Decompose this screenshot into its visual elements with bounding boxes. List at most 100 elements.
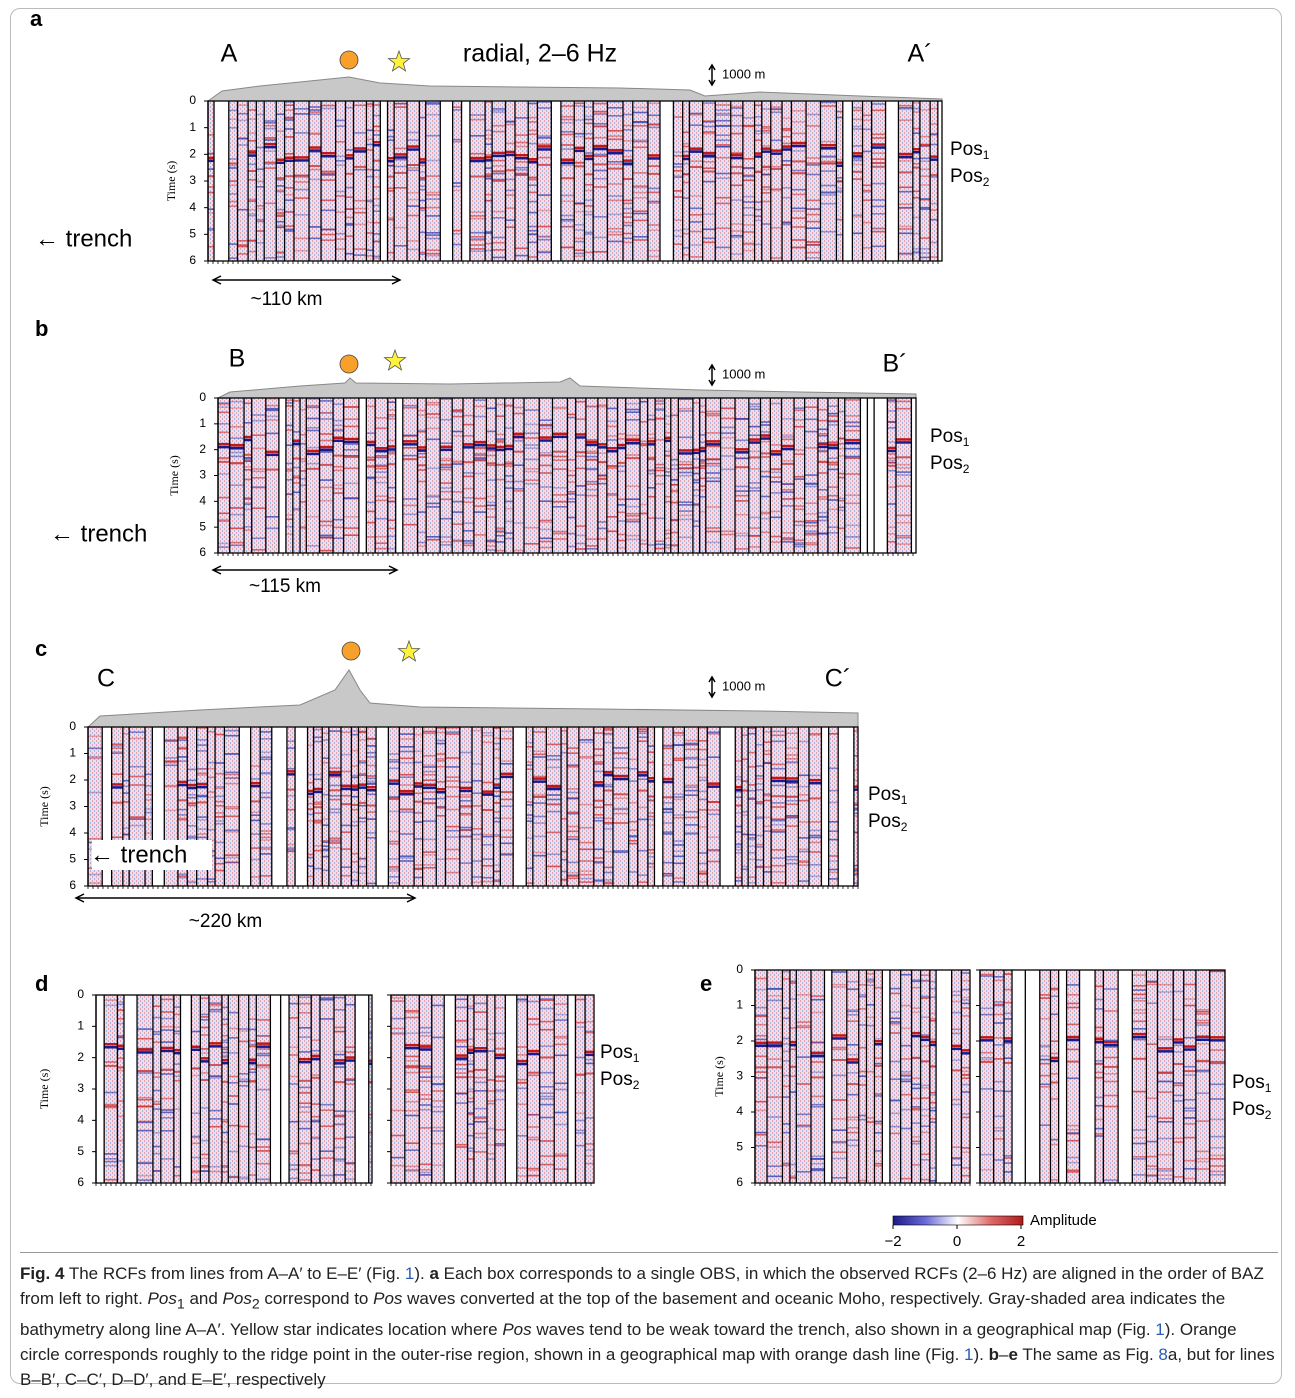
rcf-wiggle (594, 861, 604, 863)
rcf-wiggle (453, 109, 462, 111)
rcf-wiggle (755, 1132, 767, 1134)
rcf-wiggle (584, 106, 593, 108)
pos-arrival (505, 463, 513, 465)
rcf-wiggle (506, 190, 515, 192)
pos-arrival (613, 793, 629, 795)
rcf-wiggle (399, 784, 414, 786)
rcf-wiggle (432, 1100, 444, 1102)
rcf-wiggle (452, 435, 463, 437)
rcf-wiggle (285, 225, 294, 227)
rcf-wiggle (684, 817, 698, 819)
rcf-wiggle (354, 212, 367, 214)
rcf-traces (604, 727, 613, 886)
rcf-wiggle (796, 1025, 811, 1027)
rcf-wiggle (665, 423, 671, 425)
rcf-wiggle (367, 818, 377, 820)
rcf-wiggle (715, 104, 730, 106)
pos-arrival (329, 774, 341, 777)
rcf-traces (289, 995, 298, 1183)
rcf-wiggle (526, 882, 533, 884)
rcf-wiggle (500, 854, 513, 856)
rcf-wiggle (684, 811, 698, 813)
rcf-wiggle (921, 1115, 930, 1117)
pos-arrival (809, 782, 821, 785)
rcf-wiggle (579, 849, 594, 851)
rcf-wiggle (689, 221, 702, 223)
rcf-wiggle (423, 774, 437, 776)
y-tick-label: 3 (69, 799, 76, 813)
rcf-wiggle (887, 421, 896, 423)
rcf-wiggle (515, 117, 528, 119)
rcf-wiggle (684, 743, 698, 745)
rcf-traces (872, 101, 886, 261)
rcf-wiggle (367, 794, 377, 796)
pos-arrival (329, 789, 341, 791)
pos-name: Pos (950, 166, 983, 187)
pos-arrival (811, 1052, 824, 1055)
rcf-wiggle (866, 1025, 874, 1027)
rcf-wiggle (818, 520, 828, 522)
rcf-wiggle (743, 214, 755, 216)
rcf-wiggle (604, 879, 613, 881)
pos-arrival (663, 796, 673, 798)
rcf-wiggle (665, 471, 671, 473)
rcf-wiggle (561, 131, 574, 133)
rcf-wiggle (743, 250, 755, 252)
pos-arrival (436, 788, 445, 791)
rcf-wiggle (626, 506, 640, 508)
rcf-wiggle (405, 1032, 419, 1034)
rcf-wiggle (594, 763, 604, 765)
rcf-traces (474, 995, 487, 1183)
rcf-wiggle (921, 974, 930, 976)
rcf-wiggle (828, 413, 838, 415)
rcf-wiggle (470, 211, 485, 213)
pos-arrival (230, 462, 244, 464)
rcf-wiggle (706, 527, 721, 529)
rcf-wiggle (715, 120, 730, 122)
rcf-wiggle (230, 426, 244, 428)
rcf-wiggle (486, 479, 496, 481)
rcf-wiggle (735, 877, 742, 879)
rcf-wiggle (207, 878, 215, 880)
rcf-wiggle (399, 758, 414, 760)
pos-arrival (367, 789, 377, 792)
rcf-wiggle (391, 1165, 405, 1167)
rcf-wiggle (872, 228, 886, 230)
rcf-wiggle (311, 1050, 320, 1052)
rcf-wiggle (388, 831, 399, 833)
rcf-wiggle (419, 1065, 431, 1067)
rcf-wiggle (604, 729, 613, 731)
rcf-wiggle (229, 201, 238, 203)
rcf-wiggle (251, 814, 261, 816)
rcf-wiggle (561, 122, 574, 124)
rcf-wiggle (890, 988, 901, 990)
rcf-wiggle (640, 421, 648, 423)
pos-arrival (256, 1045, 270, 1048)
pos-arrival (341, 803, 351, 805)
rcf-wiggle (474, 416, 487, 418)
rcf-wiggle (584, 211, 593, 213)
rcf-wiggle (887, 460, 896, 462)
rcf-wiggle (524, 527, 539, 529)
rcf-wiggle (771, 764, 786, 766)
rcf-wiggle (540, 1155, 555, 1157)
rcf-wiggle (626, 515, 640, 517)
rcf-wiggle (526, 814, 533, 816)
rcf-traces (648, 727, 655, 886)
rcf-wiggle (252, 471, 266, 473)
rcf-wiggle (567, 417, 575, 419)
rcf-wiggle (341, 848, 351, 850)
rcf-wiggle (887, 457, 896, 459)
pos-arrival (663, 781, 673, 784)
pos-arrival (528, 161, 537, 164)
rcf-wiggle (333, 519, 344, 521)
rcf-wiggle (528, 226, 537, 228)
rcf-traces (527, 995, 539, 1183)
rcf-traces (806, 101, 820, 261)
rcf-wiggle (764, 871, 772, 873)
rcf-wiggle (394, 227, 407, 229)
rcf-wiggle (567, 481, 575, 483)
rcf-wiggle (567, 826, 579, 828)
rcf-wiggle (623, 200, 633, 202)
pos-arrival (700, 450, 706, 453)
